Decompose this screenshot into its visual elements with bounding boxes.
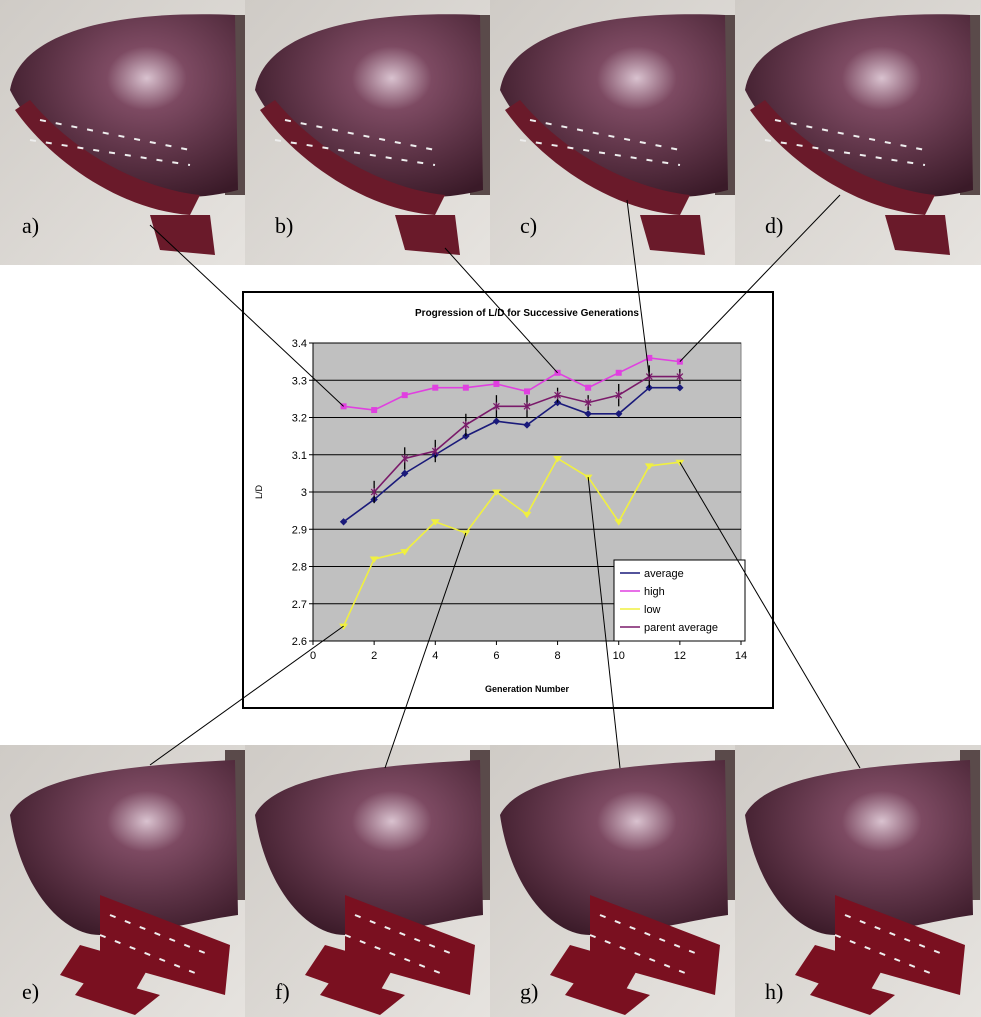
marker [372,408,377,413]
panel-label: f) [275,979,290,1004]
marker [525,389,530,394]
marker [433,385,438,390]
panel-label: g) [520,979,538,1004]
y-tick-label: 3.3 [292,375,307,387]
panel-label: b) [275,213,293,238]
marker [586,385,591,390]
chart: Progression of L/D for Successive Genera… [243,292,773,708]
photo-panel: g) [490,745,736,1017]
panel-label: a) [22,213,39,238]
y-tick-label: 3.1 [292,450,307,462]
legend-label: low [644,604,661,616]
x-tick-label: 10 [613,650,625,662]
photo-panel: e) [0,745,246,1017]
y-tick-label: 3 [301,487,307,499]
chart-title: Progression of L/D for Successive Genera… [415,308,639,319]
x-tick-label: 0 [310,650,316,662]
marker [402,393,407,398]
photo-panel: a) [0,0,246,265]
legend-label: average [644,568,684,580]
figure: a) b) c) d) e) f) g) h) Progression of L/D for … [0,0,981,1017]
photo-panel: c) [490,0,736,265]
x-tick-label: 8 [555,650,561,662]
y-tick-label: 2.6 [292,636,307,648]
panel-label: d) [765,213,783,238]
marker [463,385,468,390]
photo-panel: b) [245,0,491,265]
legend-label: parent average [644,622,718,634]
x-tick-label: 2 [371,650,377,662]
photo-panel: d) [735,0,981,265]
panel-label: c) [520,213,537,238]
legend-label: high [644,586,665,598]
panel-label: e) [22,979,39,1004]
y-tick-label: 3.2 [292,413,307,425]
y-tick-label: 2.9 [292,524,307,536]
marker [494,381,499,386]
x-axis-label: Generation Number [485,684,570,694]
legend: average high low parent average [614,560,745,641]
x-tick-label: 12 [674,650,686,662]
marker [616,370,621,375]
y-tick-label: 3.4 [292,338,307,350]
photo-panel: f) [245,745,491,1017]
y-axis-label: L/D [254,485,264,500]
photo-panel: h) [735,745,981,1017]
y-tick-label: 2.8 [292,562,307,574]
x-tick-label: 4 [432,650,438,662]
x-tick-label: 14 [735,650,747,662]
x-tick-label: 6 [493,650,499,662]
panel-label: h) [765,979,783,1004]
y-tick-label: 2.7 [292,599,307,611]
